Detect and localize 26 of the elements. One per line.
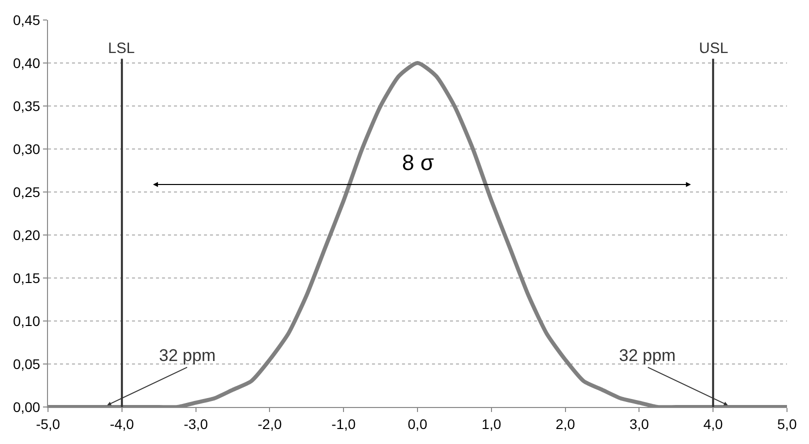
x-tick-label: 1,0 [482,416,502,432]
y-tick-label: 0,10 [12,312,40,329]
x-tick-label: 4,0 [703,416,724,432]
ref-line-label: LSL [108,40,135,57]
y-tick-label: 0,25 [12,184,40,200]
y-tick-label: 0,40 [12,54,40,71]
x-tick-label: -5,0 [36,416,60,432]
annotation: 32 ppm [159,346,216,365]
x-tick-label: 2,0 [556,416,576,432]
y-tick-label: 0,30 [12,140,40,157]
x-tick-label: -3,0 [184,416,208,432]
x-tick-label: 0,0 [408,416,428,432]
x-tick-label: -1,0 [332,416,356,432]
y-tick-label: 0,15 [12,270,40,286]
x-tick-label: 3,0 [629,416,650,432]
x-tick-label: -4,0 [110,416,134,432]
y-tick-label: 0,35 [12,98,40,114]
y-tick-label: 0,00 [12,398,40,415]
annotation: 8 σ [402,150,434,175]
ref-line-label: USL [699,40,728,57]
annotation: 32 ppm [619,346,676,365]
y-tick-label: 0,20 [12,226,40,243]
y-tick-label: 0,45 [12,12,40,28]
x-tick-label: -2,0 [258,416,282,432]
y-tick-label: 0,05 [12,356,40,372]
x-tick-label: 5,0 [777,416,797,432]
